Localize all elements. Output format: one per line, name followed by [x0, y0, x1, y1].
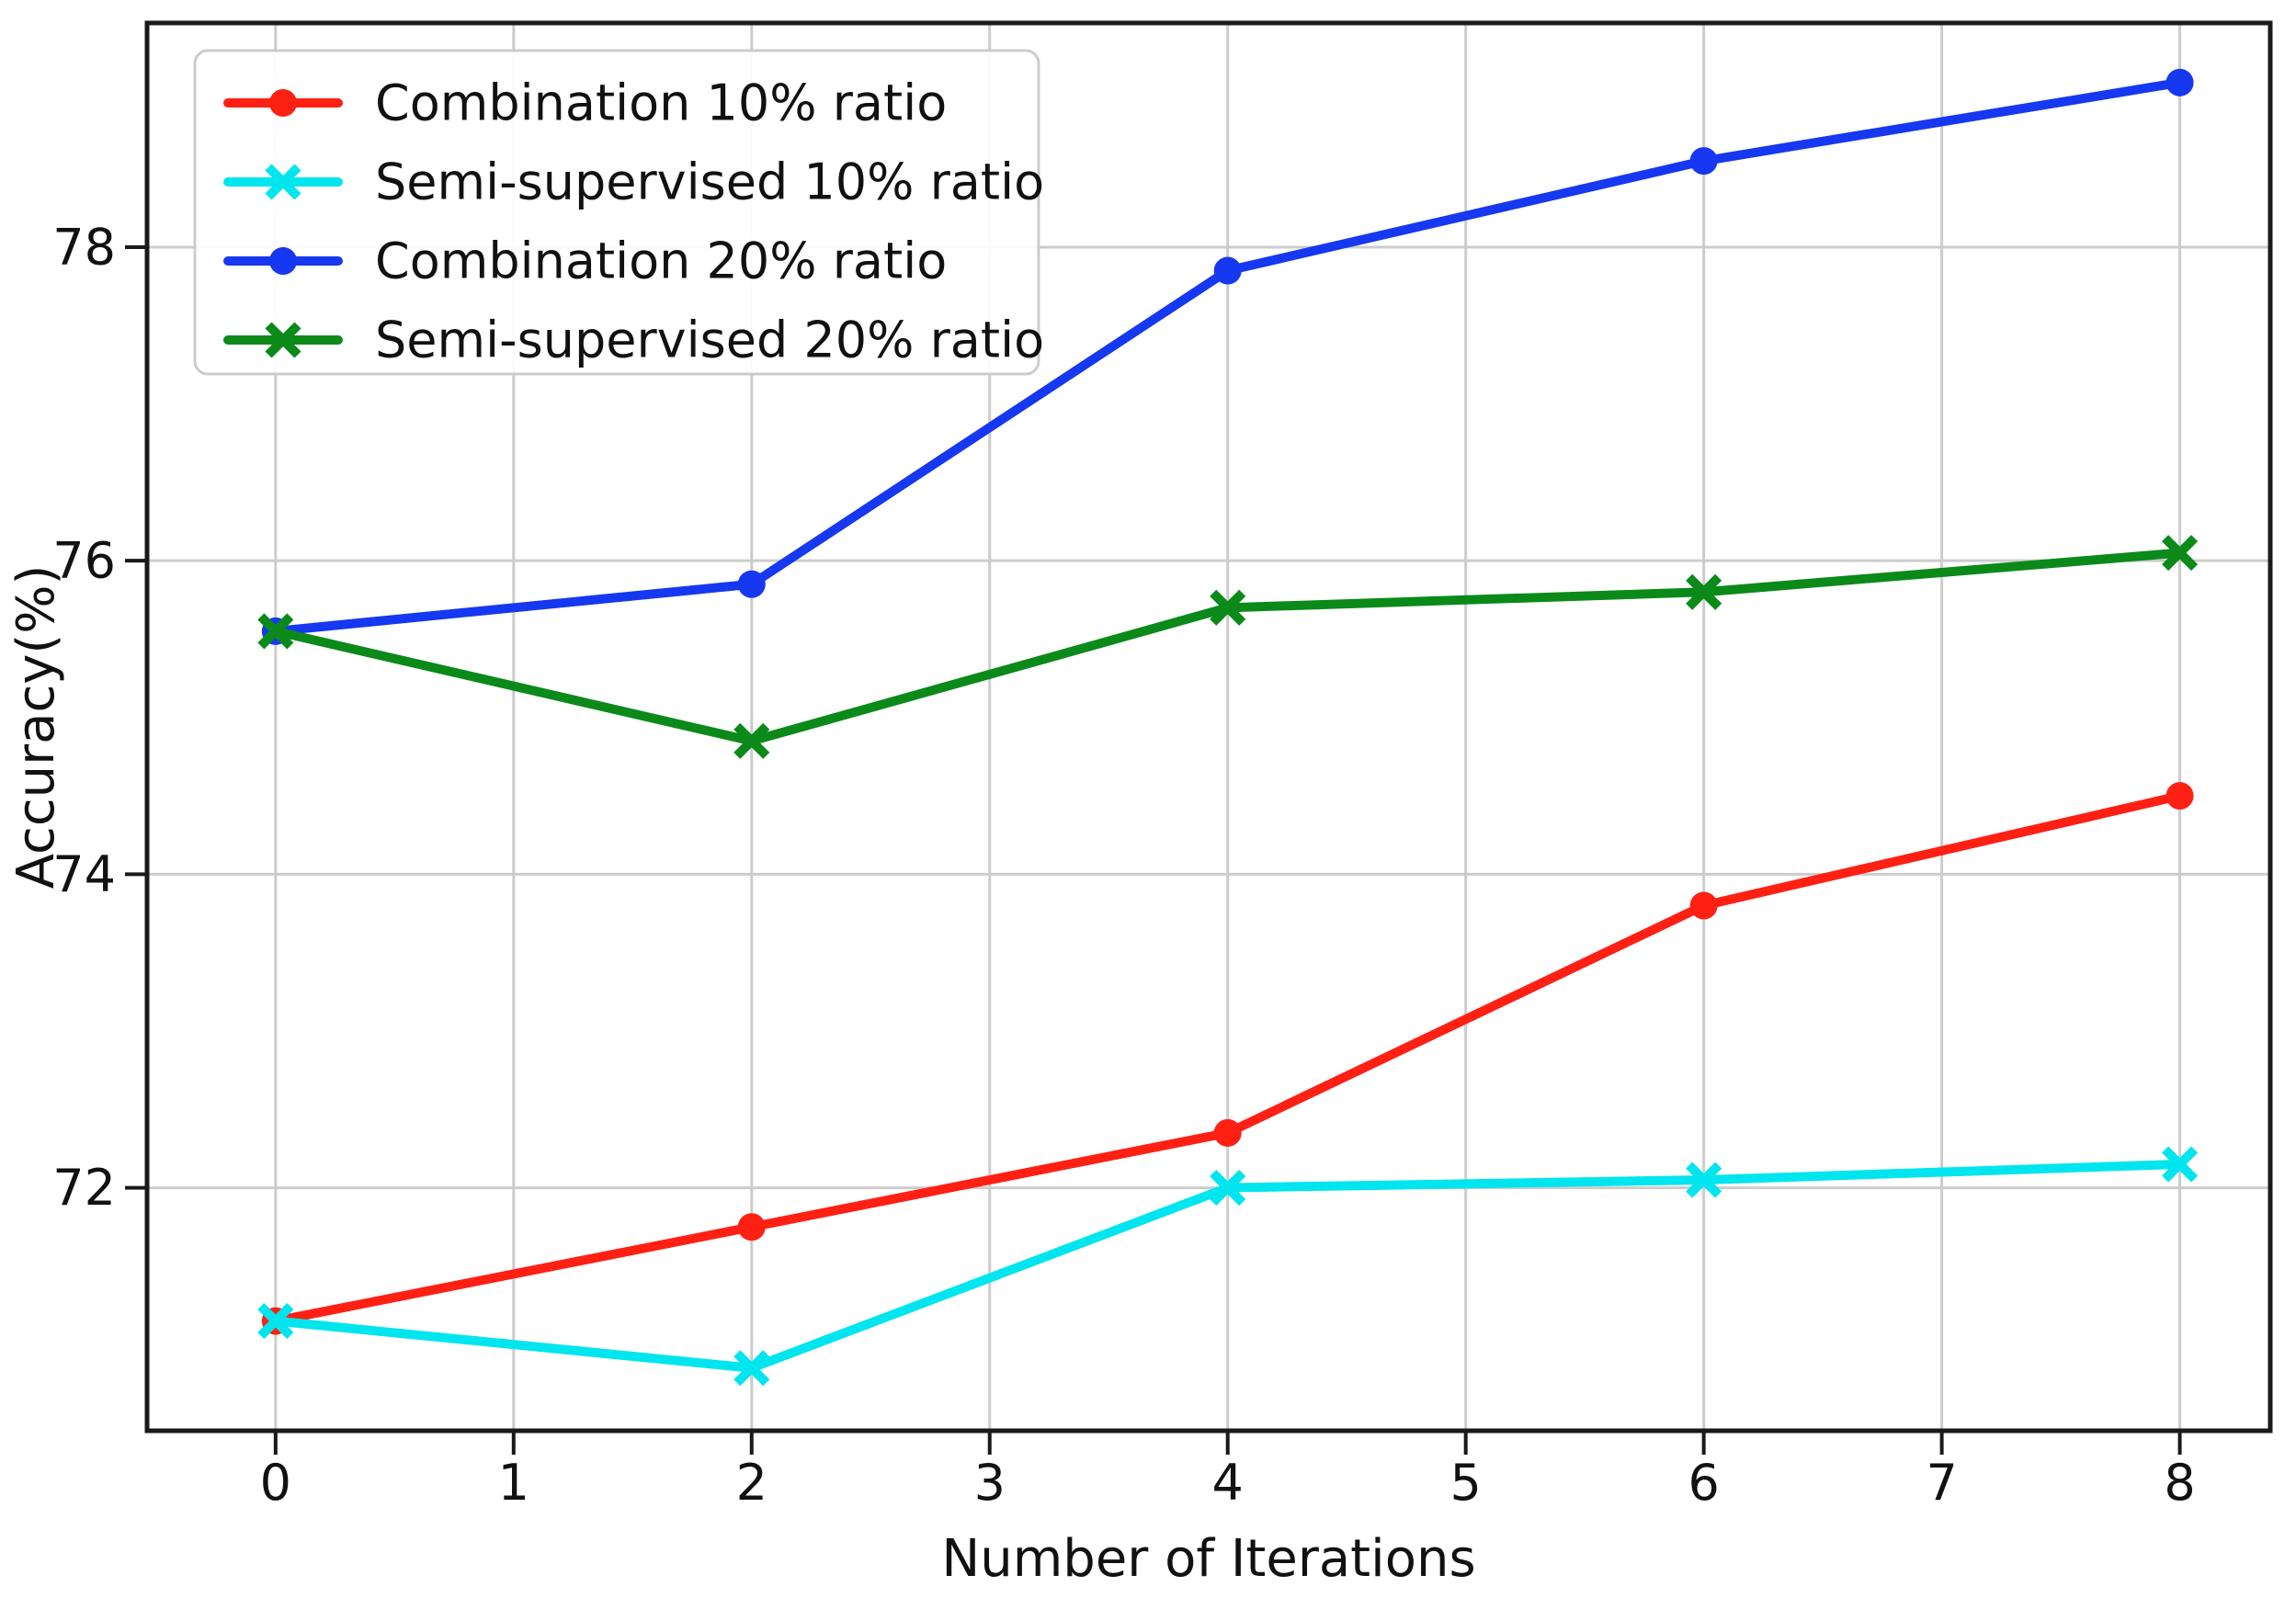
x-tick-label: 5 [1450, 1454, 1482, 1512]
data-point-marker [2162, 535, 2199, 572]
data-point-marker [1686, 1162, 1722, 1198]
legend-item-label: Semi-supervised 10% ratio [375, 153, 1044, 211]
legend-item: Semi-supervised 10% ratio [223, 153, 1044, 211]
x-tick-label: 8 [2164, 1454, 2195, 1512]
legend-item: Combination 10% ratio [223, 74, 947, 132]
data-point-marker [257, 1303, 294, 1340]
series-combination-10-ratio [261, 782, 2194, 1335]
data-point-marker [265, 322, 301, 358]
y-tick-label: 78 [52, 218, 116, 276]
data-point-marker [1689, 891, 1718, 920]
x-tick-label: 7 [1926, 1454, 1957, 1512]
data-point-marker [257, 613, 294, 650]
data-point-marker [737, 1213, 766, 1241]
data-point-marker [1213, 1118, 1242, 1147]
data-point-marker [2162, 1146, 2199, 1183]
y-tick-label: 76 [52, 532, 116, 590]
data-point-marker [1689, 147, 1718, 176]
series-layer [257, 68, 2199, 1387]
y-tick-label: 74 [52, 845, 116, 903]
legend: Combination 10% ratio Semi-supervised 10%… [193, 49, 1044, 376]
data-point-marker [269, 89, 297, 117]
x-tick-label: 1 [498, 1454, 529, 1512]
data-point-marker [1210, 1170, 1246, 1207]
y-axis-label: Accuracy(%) [6, 565, 66, 890]
x-tick-label: 4 [1212, 1454, 1244, 1512]
data-point-marker [1686, 573, 1722, 610]
x-tick-label: 3 [974, 1454, 1006, 1512]
legend-box [193, 49, 1040, 376]
ticks [125, 244, 2182, 1455]
data-point-marker [1210, 589, 1246, 626]
x-tick-label: 0 [260, 1454, 291, 1512]
data-point-marker [269, 247, 297, 275]
legend-item-label: Semi-supervised 20% ratio [375, 312, 1044, 369]
series-semi-supervised-10-ratio [257, 1146, 2199, 1387]
x-axis-label: Number of Iterations [941, 1529, 1475, 1589]
series-semi-supervised-20-ratio [257, 535, 2199, 759]
plot-frame [144, 20, 2273, 1434]
data-point-marker [265, 164, 301, 200]
x-tick-label: 2 [736, 1454, 767, 1512]
legend-item-label: Combination 20% ratio [375, 232, 947, 290]
y-tick-label: 72 [52, 1159, 116, 1217]
legend-item: Combination 20% ratio [223, 232, 947, 290]
series-combination-20-ratio [261, 68, 2194, 645]
data-point-marker [2165, 68, 2194, 96]
data-point-marker [733, 1350, 770, 1387]
legend-item-label: Combination 10% ratio [375, 74, 947, 132]
data-point-marker [737, 570, 766, 598]
x-tick-label: 6 [1688, 1454, 1719, 1512]
data-point-marker [733, 722, 770, 759]
data-point-marker [2165, 782, 2194, 810]
data-point-marker [1213, 256, 1242, 285]
legend-item: Semi-supervised 20% ratio [223, 312, 1044, 369]
